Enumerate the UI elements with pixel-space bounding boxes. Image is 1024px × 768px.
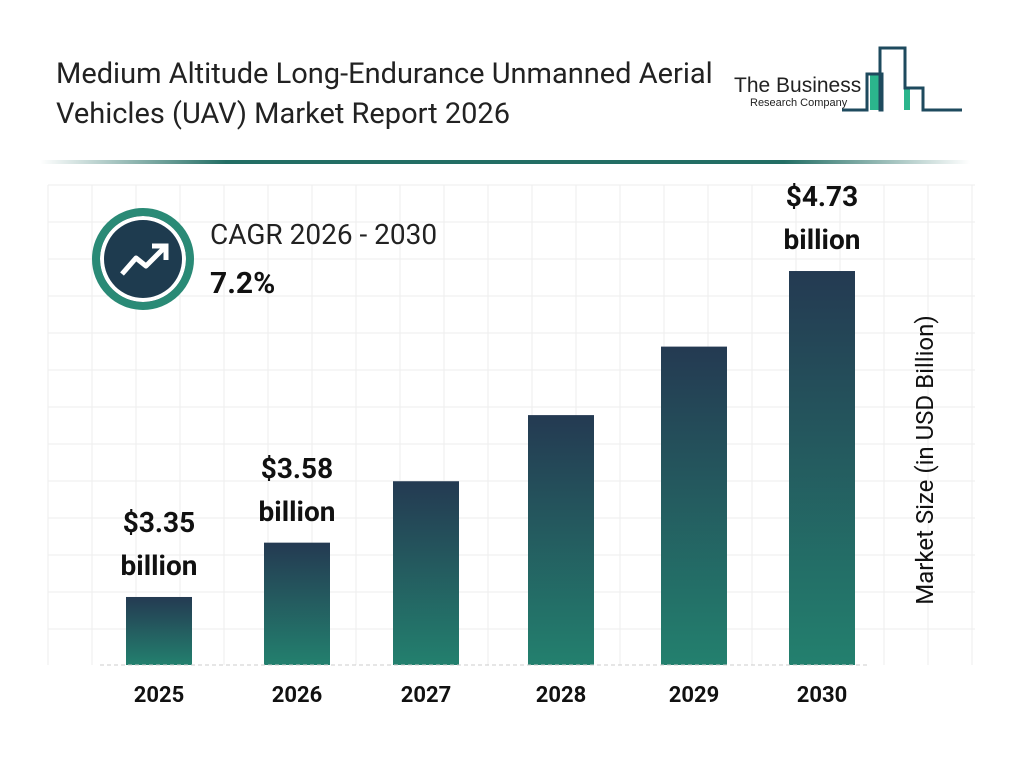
x-tick-label: 2027 xyxy=(400,683,452,708)
bar-2029 xyxy=(661,346,727,665)
bar-2026 xyxy=(264,542,330,665)
svg-text:The Business: The Business xyxy=(734,74,861,97)
x-tick-label: 2026 xyxy=(271,683,323,708)
data-label-unit: billion xyxy=(783,223,861,257)
bar-2025 xyxy=(126,596,192,665)
x-tick-label: 2028 xyxy=(535,683,587,708)
x-tick-label: 2030 xyxy=(796,683,848,708)
trending-up-icon xyxy=(120,243,169,276)
company-logo: The Business Research Company xyxy=(734,46,962,112)
cagr-label: CAGR 2026 - 2030 xyxy=(210,218,438,251)
x-tick-label: 2029 xyxy=(668,683,720,708)
data-label: $3.35 billion xyxy=(121,501,198,587)
divider xyxy=(40,160,970,164)
cagr-value: 7.2% xyxy=(210,266,276,301)
data-label-value: $4.73 xyxy=(785,180,859,214)
data-label-unit: billion xyxy=(120,548,198,582)
data-label: $4.73 billion xyxy=(784,175,861,261)
y-axis-label: Market Size (in USD Billion) xyxy=(911,315,939,605)
data-label-unit: billion xyxy=(258,494,336,528)
data-label-value: $3.58 xyxy=(260,451,334,485)
bar-2030 xyxy=(789,271,855,665)
x-tick-label: 2025 xyxy=(133,683,185,708)
data-label-value: $3.35 xyxy=(122,505,196,539)
bar-2028 xyxy=(528,415,594,665)
bar-2027 xyxy=(393,481,459,665)
cagr-badge xyxy=(92,208,194,310)
data-label: $3.58 billion xyxy=(259,447,336,533)
chart-title: Medium Altitude Long-Endurance Unmanned … xyxy=(56,57,713,131)
svg-text:Research Company: Research Company xyxy=(750,97,848,109)
